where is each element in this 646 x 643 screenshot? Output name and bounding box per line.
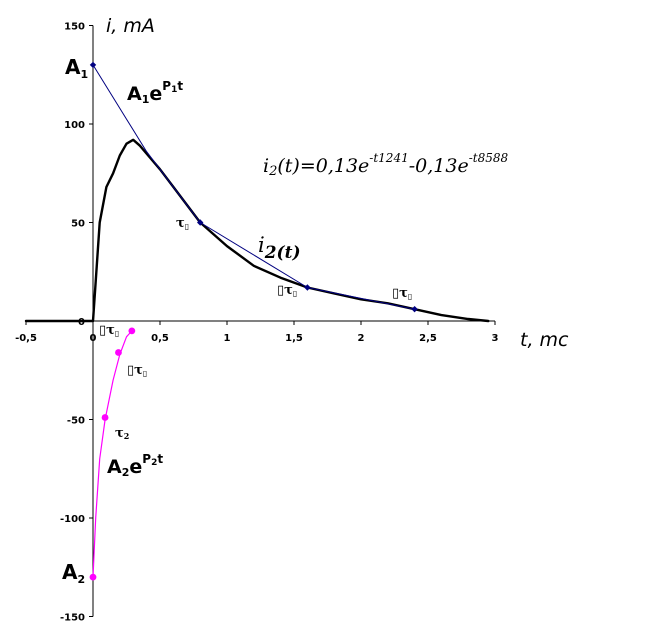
a2-exp-marker (115, 349, 122, 356)
a1-exp-e: e (149, 83, 162, 105)
tau-2-bottom-symbol: ▯τ (127, 363, 143, 378)
tau2-bottom-label: τ2 (115, 426, 129, 441)
formula-annotation: i2(t)=0,13e-t1241-0,13e-t8588 (263, 151, 508, 179)
tau1-top-label: τ▯ (176, 216, 189, 231)
curve-label-sub: 2(t) (264, 243, 301, 263)
formula-prefix: i (263, 155, 269, 177)
a2-subscript: 2 (77, 573, 85, 586)
curve-label-main: i (258, 233, 265, 257)
a2-exp-marker (128, 327, 136, 335)
x-tick-label: -0,5 (15, 333, 37, 344)
formula-op: -0,13e (409, 155, 469, 177)
tau2-bottom-symbol: τ (115, 426, 124, 441)
a2-exp-marker (101, 414, 109, 421)
a1-exp-subscript: 1 (142, 93, 150, 106)
x-axis-title: t, mc (520, 329, 569, 351)
tau2-bottom-sub: 2 (124, 431, 130, 441)
a1-exp-sup-t: t (177, 79, 183, 93)
series-line-a2-exp (92, 330, 133, 578)
x-tick-label: 3 (492, 333, 499, 344)
tau-2-top-symbol: ▯τ (277, 283, 293, 298)
a2-label: A2 (62, 560, 85, 586)
tau-3-top-sub: ▯ (408, 291, 412, 301)
a1-exp-marker (411, 305, 418, 313)
x-tick-label: 1 (224, 333, 231, 344)
tau1-top-symbol: τ (176, 216, 185, 231)
tau1-top-sub: ▯ (185, 221, 189, 231)
x-tick-label: 2 (358, 333, 365, 344)
a1-exp-marker (304, 284, 311, 291)
tau-2-top-sub: ▯ (293, 288, 297, 298)
y-tick-label: -50 (67, 416, 85, 427)
x-tick-label: 1,5 (285, 333, 303, 344)
tau-3-top-symbol: ▯τ (392, 286, 408, 301)
tau-2-bottom-label: ▯τ▯ (127, 363, 147, 378)
a1-exp-sup-sub: 1 (171, 85, 177, 95)
curve-label-i2: i2(t) (258, 233, 301, 263)
y-tick-label: 150 (64, 22, 85, 33)
y-tick-label: -100 (60, 514, 85, 525)
y-axis-title: i, mA (106, 15, 155, 37)
y-ticks: 150 100 50 0 -50 -100 -150 (60, 22, 93, 624)
a1-exp-marker (89, 61, 97, 69)
formula-exp1: -t1241 (369, 151, 408, 165)
a2-exp-sup: P (142, 452, 151, 466)
tau-3-bottom-sub: ▯ (115, 328, 119, 338)
tau-3-top-label: ▯τ▯ (392, 286, 412, 301)
a1-subscript: 1 (80, 68, 88, 81)
x-ticks: -0,5 0 0,5 1 1,5 2 2,5 3 (15, 321, 499, 344)
tau-2-bottom-sub: ▯ (143, 368, 147, 378)
a2-exp-e: e (129, 456, 142, 478)
a2-exp-sup-sub: 2 (151, 458, 157, 468)
y-tick-label: 50 (71, 219, 85, 230)
a1-exp-letter: A (127, 83, 142, 105)
a2-exp-sup-t: t (157, 452, 163, 466)
a2-exp-marker (89, 573, 97, 581)
a1-exp-sup: P (162, 79, 171, 93)
a2-exp-label: A2eP2t (107, 452, 163, 479)
a1-exp-label: A1eP1t (127, 79, 183, 106)
formula-sub: 2 (268, 164, 277, 179)
y-tick-label: 100 (64, 120, 85, 131)
marker-layer (89, 61, 418, 581)
a2-letter: A (62, 560, 78, 584)
x-tick-label: 2,5 (419, 333, 437, 344)
formula-exp2: -t8588 (469, 151, 509, 165)
a1-label: A1 (65, 55, 88, 81)
a2-exp-subscript: 2 (122, 466, 130, 479)
y-tick-label: -150 (60, 613, 85, 624)
y-tick-label: 0 (78, 317, 85, 328)
x-tick-label: 0 (90, 333, 97, 344)
formula-mid: (t)=0,13e (277, 155, 369, 177)
x-tick-label: 0,5 (151, 333, 169, 344)
tau-2-top-label: ▯τ▯ (277, 283, 297, 298)
tau-3-bottom-label: ▯τ▯ (99, 323, 119, 338)
a1-letter: A (65, 55, 81, 79)
axes (26, 25, 495, 617)
a1-exp-marker (197, 219, 204, 226)
tau-3-bottom-symbol: ▯τ (99, 323, 115, 338)
a2-exp-letter: A (107, 456, 122, 478)
